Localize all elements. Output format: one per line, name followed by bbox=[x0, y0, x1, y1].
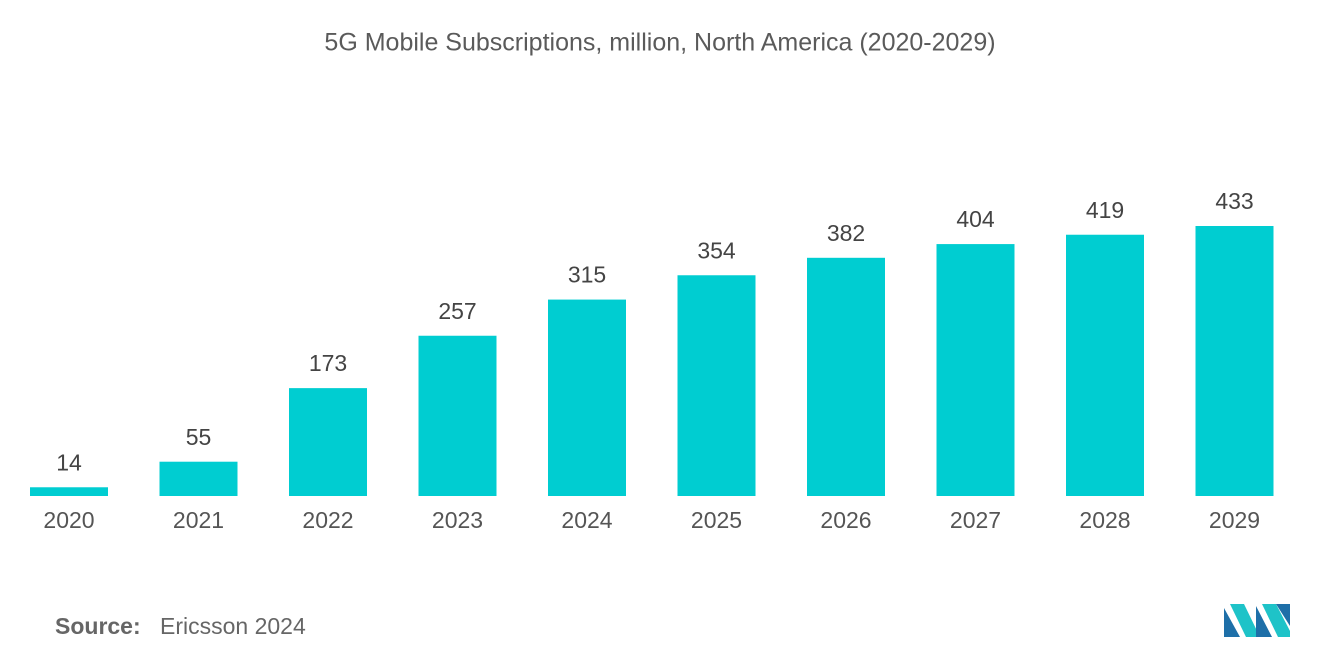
source-text: Ericsson 2024 bbox=[160, 613, 306, 639]
bar bbox=[1066, 234, 1144, 496]
source-label: Source: bbox=[55, 613, 141, 639]
bar bbox=[677, 275, 756, 496]
data-label: 433 bbox=[1215, 188, 1253, 214]
data-label: 354 bbox=[697, 237, 736, 263]
bar bbox=[30, 487, 108, 496]
logo-shape bbox=[1256, 606, 1272, 637]
x-tick-label: 2020 bbox=[43, 507, 94, 533]
x-tick-label: 2021 bbox=[173, 507, 224, 533]
data-label: 14 bbox=[56, 449, 82, 475]
x-tick-label: 2029 bbox=[1209, 507, 1260, 533]
x-tick-label: 2023 bbox=[432, 507, 483, 533]
logo-shape bbox=[1262, 604, 1290, 637]
bar bbox=[159, 461, 238, 496]
data-label: 315 bbox=[568, 262, 606, 288]
logo-shape bbox=[1224, 608, 1240, 637]
bar bbox=[548, 299, 626, 496]
logo bbox=[1224, 604, 1290, 637]
bar bbox=[1195, 226, 1274, 496]
x-tick-label: 2025 bbox=[691, 507, 742, 533]
x-tick-label: 2024 bbox=[561, 507, 612, 533]
x-tick-label: 2026 bbox=[820, 507, 871, 533]
data-label: 404 bbox=[956, 206, 995, 232]
data-label: 55 bbox=[186, 424, 212, 450]
bar bbox=[418, 335, 497, 496]
data-label: 419 bbox=[1086, 197, 1124, 223]
x-tick-label: 2028 bbox=[1079, 507, 1130, 533]
logo-shape bbox=[1230, 604, 1260, 637]
bar bbox=[289, 388, 367, 496]
chart-title: 5G Mobile Subscriptions, million, North … bbox=[324, 29, 995, 57]
x-tick-label: 2027 bbox=[950, 507, 1001, 533]
data-label: 173 bbox=[309, 350, 347, 376]
bar bbox=[807, 257, 885, 496]
logo-shape bbox=[1276, 604, 1290, 626]
bar bbox=[936, 244, 1015, 496]
data-label: 382 bbox=[827, 220, 865, 246]
data-label: 257 bbox=[438, 298, 476, 324]
x-tick-label: 2022 bbox=[302, 507, 353, 533]
